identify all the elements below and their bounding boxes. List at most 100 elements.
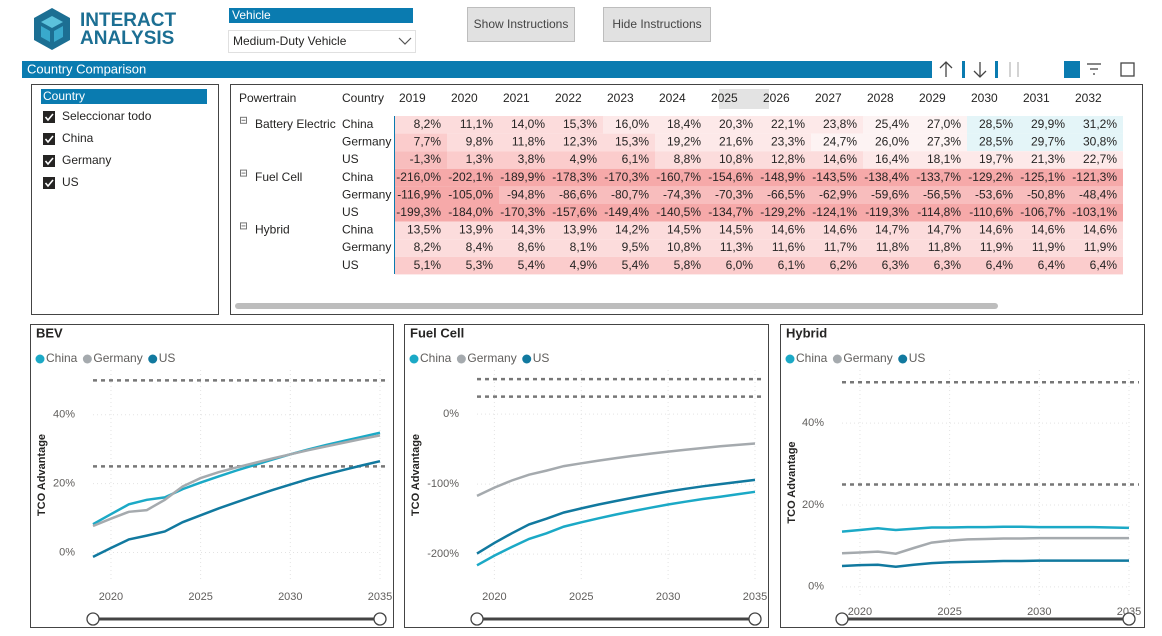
y-axis-title: TCO Advantage xyxy=(786,441,798,523)
cell xyxy=(967,221,1019,240)
column-header: 2029 xyxy=(919,91,946,105)
cell xyxy=(863,256,915,275)
cell xyxy=(499,116,551,134)
cell xyxy=(395,239,447,257)
logo-text: ANALYSIS xyxy=(80,28,174,49)
cell xyxy=(551,151,603,169)
cell-value: -157,6% xyxy=(552,205,597,219)
cell-value: 1,3% xyxy=(466,152,494,166)
column-header: Country xyxy=(342,91,384,105)
cell xyxy=(447,151,499,169)
cell-value: -184,0% xyxy=(448,205,493,219)
series-line xyxy=(92,431,381,526)
legend-marker xyxy=(409,354,419,364)
cell-value: 15,3% xyxy=(563,117,597,131)
cell-value: 6,4% xyxy=(986,258,1014,272)
cell xyxy=(1071,151,1123,169)
cell-value: 14,3% xyxy=(511,223,545,237)
cell-value: 11,9% xyxy=(1084,240,1117,254)
cell-value: 14,6% xyxy=(979,223,1013,237)
column-header: 2027 xyxy=(815,91,842,105)
cell xyxy=(447,116,499,134)
slider-handle[interactable] xyxy=(86,612,100,626)
column-highlight xyxy=(719,89,769,109)
cell xyxy=(967,239,1019,257)
cell xyxy=(395,204,447,222)
cell xyxy=(395,116,447,134)
slicer-header xyxy=(41,89,207,104)
x-tick-label: 2025 xyxy=(569,591,593,603)
cell xyxy=(603,116,655,134)
checkbox[interactable] xyxy=(43,133,55,145)
slider-handle[interactable] xyxy=(1122,612,1136,626)
cell xyxy=(811,239,863,257)
cell xyxy=(863,239,915,257)
powertrain: Battery Electric xyxy=(255,117,336,131)
series-line xyxy=(841,559,1129,569)
cell-value: 10,8% xyxy=(719,152,753,166)
expand-icon xyxy=(240,169,247,177)
cell-value: -114,8% xyxy=(917,205,961,219)
cell-value: 11,6% xyxy=(772,240,805,254)
logo-text: INTERACT xyxy=(80,10,176,31)
button-label: Hide Instructions xyxy=(612,17,701,31)
dropdown[interactable] xyxy=(228,30,416,53)
checkbox[interactable] xyxy=(43,177,55,189)
cell xyxy=(707,168,759,187)
checkbox[interactable] xyxy=(43,155,55,167)
cell-value: -143,5% xyxy=(812,170,857,184)
cell-value: -106,7% xyxy=(1020,205,1065,219)
legend-marker xyxy=(148,354,158,364)
cell xyxy=(967,168,1019,187)
legend-marker xyxy=(456,354,466,364)
cell xyxy=(395,133,447,152)
cell-value: 6,1% xyxy=(622,152,650,166)
cell xyxy=(499,221,551,240)
cell-value: 27,0% xyxy=(927,117,961,131)
button[interactable] xyxy=(603,7,711,42)
cell xyxy=(707,204,759,222)
cell xyxy=(499,151,551,169)
cell xyxy=(707,116,759,134)
cell-value: 4,9% xyxy=(570,258,598,272)
button[interactable] xyxy=(467,7,575,42)
cell-value: 8,4% xyxy=(466,240,494,254)
cell xyxy=(551,256,603,275)
cell-value: 21,3% xyxy=(1031,152,1065,166)
cell-value: 23,3% xyxy=(771,135,805,149)
cell-value: 6,3% xyxy=(882,258,910,272)
legend-label: China xyxy=(46,351,78,365)
slider-handle[interactable] xyxy=(373,612,387,626)
legend-marker xyxy=(832,354,842,364)
cell-value: -103,1% xyxy=(1072,205,1117,219)
slider-handle[interactable] xyxy=(835,612,849,626)
cell-value: 22,7% xyxy=(1083,152,1117,166)
cell xyxy=(707,186,759,204)
cell-value: 11,7% xyxy=(824,240,857,254)
cell-value: -53,6% xyxy=(975,187,1013,201)
section-bar xyxy=(22,61,932,78)
column-header: 2021 xyxy=(503,91,530,105)
visual-toolbar[interactable] xyxy=(939,61,1135,78)
cell xyxy=(915,133,967,152)
cell-value: 20,3% xyxy=(719,117,753,131)
checkbox[interactable] xyxy=(43,111,55,123)
legend-marker xyxy=(82,354,92,364)
expand-icon xyxy=(240,222,247,230)
cell-value: 12,8% xyxy=(771,152,805,166)
cell-value: 14,5% xyxy=(719,223,753,237)
scrollbar[interactable] xyxy=(235,303,998,309)
cell-value: -56,5% xyxy=(923,187,961,201)
cell xyxy=(915,116,967,134)
cell xyxy=(1071,168,1123,187)
cell-value: -116,9% xyxy=(397,187,441,201)
slider-handle[interactable] xyxy=(748,612,762,626)
slider-handle[interactable] xyxy=(470,612,484,626)
checkmark xyxy=(44,135,54,144)
matrix-body: Powertrain Country 2019 2020 2021 2022 2023 202… xyxy=(239,89,1123,275)
cell xyxy=(967,116,1019,134)
cell xyxy=(759,186,811,204)
country: China xyxy=(342,117,374,131)
column-header: Powertrain xyxy=(239,91,296,105)
chart-frame xyxy=(404,324,769,628)
